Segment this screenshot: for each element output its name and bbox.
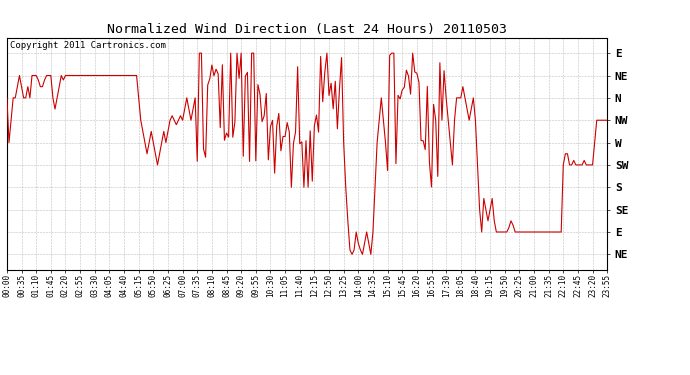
Text: Copyright 2011 Cartronics.com: Copyright 2011 Cartronics.com bbox=[10, 41, 166, 50]
Title: Normalized Wind Direction (Last 24 Hours) 20110503: Normalized Wind Direction (Last 24 Hours… bbox=[107, 23, 507, 36]
